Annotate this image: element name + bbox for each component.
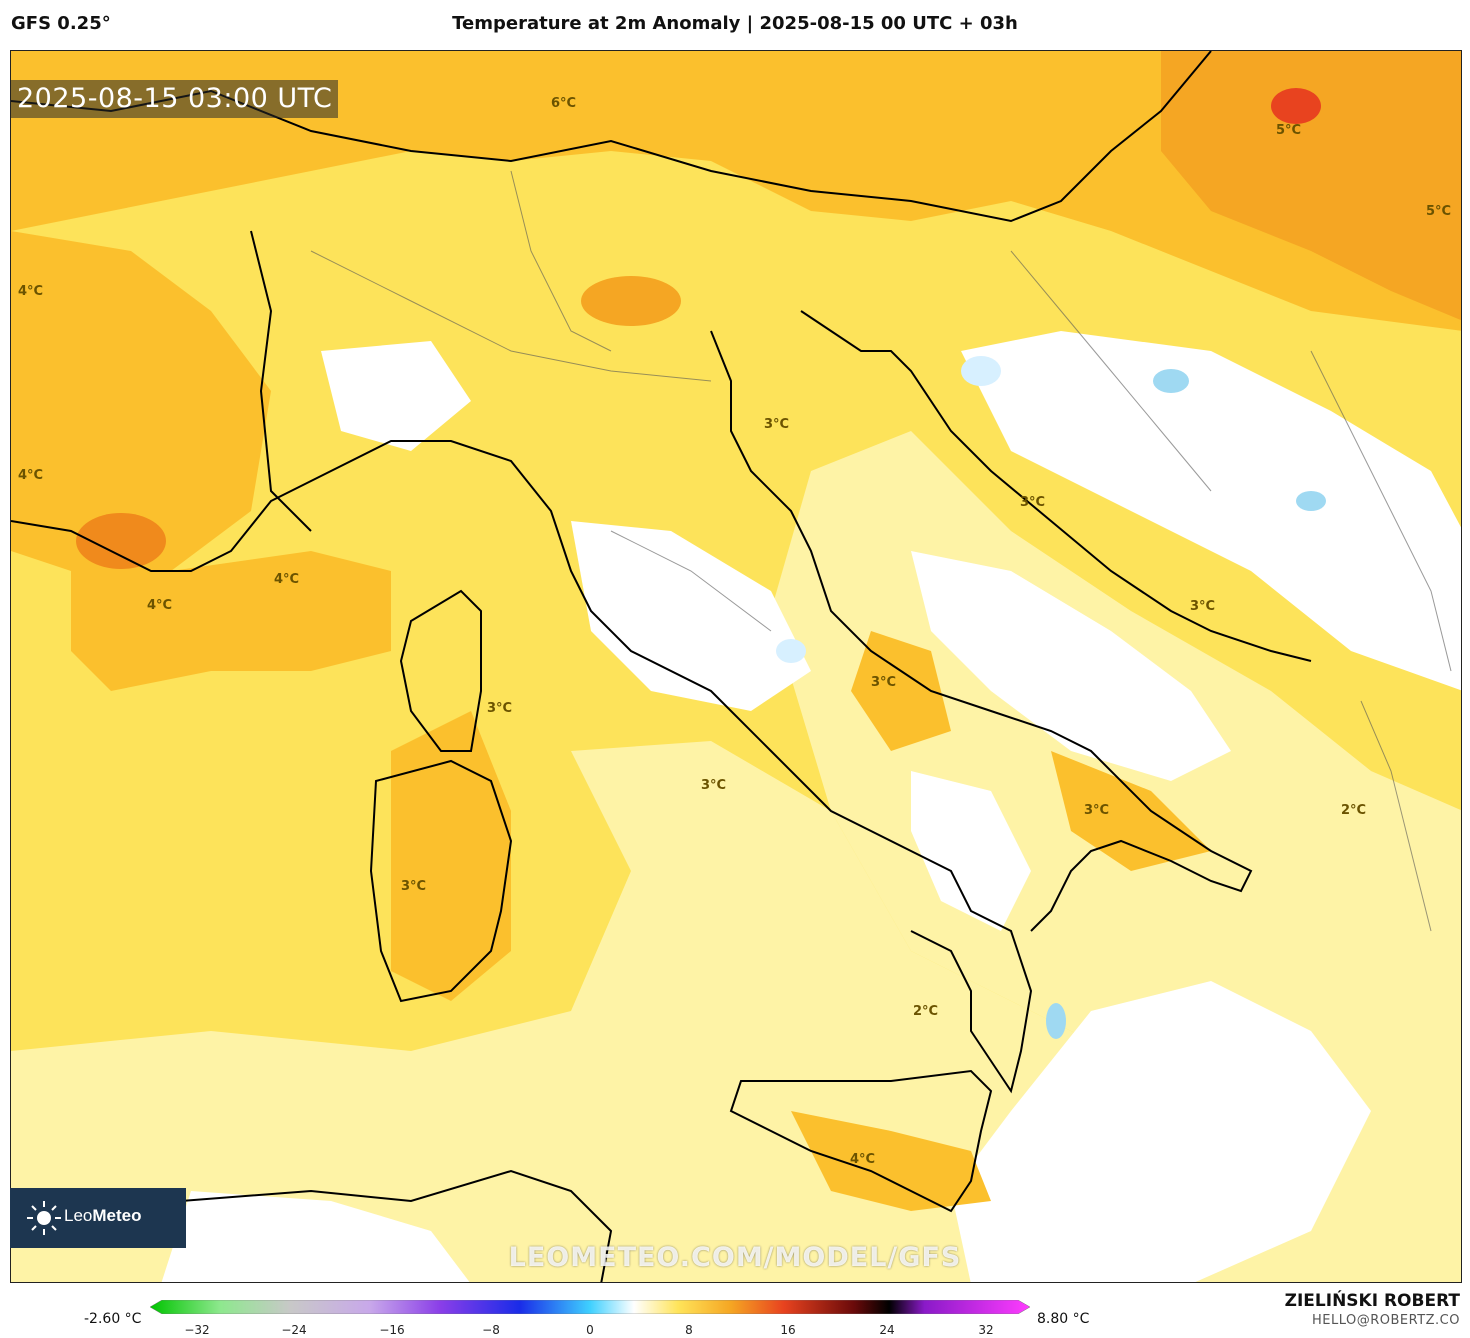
contour-label: 4°C: [850, 1152, 876, 1167]
model-name: GFS 0.25°: [11, 13, 111, 34]
white-zone-basilicata: [911, 771, 1031, 931]
contour-label: 3°C: [1084, 803, 1110, 818]
anomaly-map: [11, 51, 1461, 1282]
colorbar-tick: −32: [184, 1323, 210, 1337]
cool-spot-slovenia: [961, 356, 1001, 386]
colorbar-tick: −16: [379, 1323, 405, 1337]
contour-label: 3°C: [487, 701, 513, 716]
colorbar-max: 8.80 °C: [1037, 1311, 1090, 1327]
orange-zone-austria: [1161, 51, 1461, 321]
header: GFS 0.25° Temperature at 2m Anomaly | 20…: [0, 0, 1470, 50]
contour-label: 3°C: [1190, 599, 1216, 614]
france-italy-border: [250, 230, 312, 532]
sardinia-coast: [369, 759, 513, 1003]
contour-label: 4°C: [274, 572, 300, 587]
cool-spot-serbia: [1296, 491, 1326, 511]
watermark: LEOMETEO.COM/MODEL/GFS: [508, 1242, 962, 1273]
white-zone-adriatic: [911, 551, 1231, 781]
colorbar-tick: 32: [978, 1323, 994, 1337]
sun-icon: [27, 1201, 61, 1235]
italy-west-coast: [11, 440, 1033, 1094]
colorbar: [150, 1300, 1030, 1314]
contour-label: 3°C: [764, 417, 790, 432]
contour-label: 4°C: [147, 598, 173, 613]
white-zone-tunisia: [161, 1191, 470, 1282]
italy-east-coast: [710, 330, 1253, 932]
admin-borders: [310, 170, 1452, 932]
logo-text: LeoMeteo: [64, 1206, 142, 1225]
colorbar-tick: −24: [281, 1323, 307, 1337]
hot-spot-austria: [1271, 88, 1321, 124]
tunisia-coast: [180, 1169, 613, 1282]
contour-label: 3°C: [401, 879, 427, 894]
colorbar-tick: −8: [482, 1323, 500, 1337]
colorbar-min: -2.60 °C: [84, 1311, 142, 1327]
white-zone-lazio: [571, 521, 811, 711]
contour-label: 3°C: [701, 778, 727, 793]
orange-zone-apennines: [851, 631, 951, 751]
contour-label: 4°C: [18, 284, 44, 299]
orange-zone-puglia: [1051, 751, 1211, 871]
colorbar-tick: 0: [586, 1323, 594, 1337]
coastlines: [11, 51, 1312, 1282]
contour-label: 6°C: [551, 96, 577, 111]
white-zone-piedmont: [321, 341, 471, 451]
cool-spot-bosnia: [1153, 369, 1189, 393]
colorbar-tick: 16: [780, 1323, 796, 1337]
hot-spot-provence: [76, 513, 166, 569]
contour-label: 5°C: [1426, 204, 1452, 219]
orange-zone-sardinia: [391, 711, 511, 1001]
contour-label: 2°C: [1341, 803, 1367, 818]
white-zone-balkans: [961, 331, 1461, 691]
author-name: ZIELIŃSKI ROBERT: [1284, 1291, 1460, 1311]
orange-zone-sicily: [791, 1111, 991, 1211]
colorbar-tick: 8: [685, 1323, 693, 1337]
colorbar-tick: 24: [879, 1323, 895, 1337]
leometeo-logo[interactable]: LeoMeteo: [10, 1188, 186, 1248]
contour-label: 3°C: [1020, 495, 1046, 510]
footer: -2.60 °C 8.80 °C −32 −24: [0, 1283, 1470, 1338]
orange-zone-alps: [11, 51, 1461, 331]
contour-label: 3°C: [871, 675, 897, 690]
cool-spot-abruzzo: [776, 639, 806, 663]
sicily-coast: [729, 1069, 993, 1213]
cool-spot-calabria: [1046, 1003, 1066, 1039]
corsica-coast: [399, 589, 482, 752]
white-zone-ionian: [951, 981, 1371, 1282]
orange-zone-ligurian: [71, 551, 391, 691]
contour-label: 2°C: [913, 1004, 939, 1019]
contour-label: 5°C: [1276, 123, 1302, 138]
contour-label: 4°C: [18, 468, 44, 483]
balkan-coast: [800, 310, 1312, 662]
author-email[interactable]: HELLO@ROBERTZ.CO: [1311, 1313, 1460, 1328]
orange-zone-france: [11, 231, 271, 571]
map-panel[interactable]: 2025-08-15 03:00 UTC 6°C 5°C 5°C 4°C 4°C…: [10, 50, 1462, 1283]
chart-title: Temperature at 2m Anomaly | 2025-08-15 0…: [452, 13, 1018, 34]
warm-spot-lombardy: [581, 276, 681, 326]
timestamp-badge: 2025-08-15 03:00 UTC: [11, 80, 339, 118]
